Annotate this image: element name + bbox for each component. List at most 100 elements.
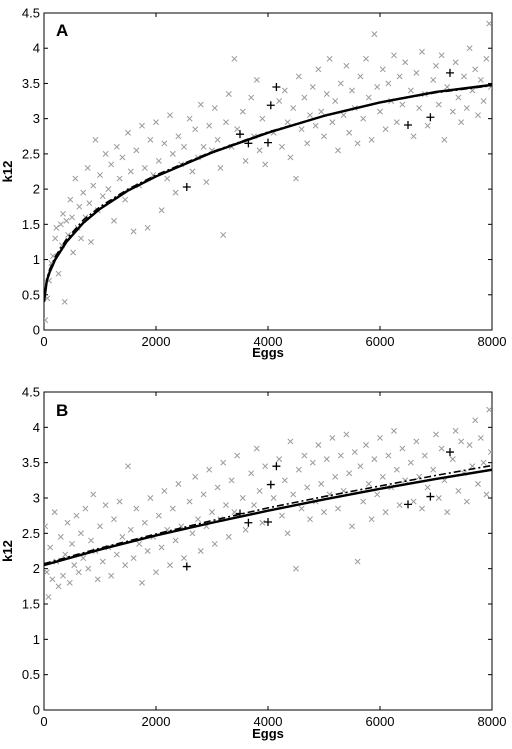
data-point-x (466, 442, 473, 448)
data-point-x (108, 161, 115, 168)
data-point-x (192, 126, 199, 133)
data-point-x (169, 505, 176, 512)
data-point-x (444, 509, 451, 516)
y-tick-label: 4 (33, 41, 40, 56)
data-point-x (382, 509, 389, 516)
data-point-x (72, 175, 79, 182)
data-point-x (449, 456, 456, 463)
data-point-plus (236, 130, 244, 139)
data-point-x (84, 165, 91, 171)
data-point-x (144, 548, 151, 554)
y-tick-label: 0.5 (22, 667, 40, 682)
data-point-x (410, 498, 417, 505)
data-point-x (78, 235, 84, 242)
data-point-x (67, 196, 74, 203)
data-point-x (452, 59, 459, 66)
data-point-x (127, 168, 134, 175)
x-tick-label: 4000 (254, 714, 283, 729)
data-point-x (419, 505, 425, 512)
data-point-x (239, 495, 246, 501)
data-point-x (55, 583, 62, 590)
data-point-x (363, 55, 369, 62)
y-tick-label: 1.5 (22, 217, 40, 232)
data-point-x (487, 449, 492, 456)
data-point-x (45, 593, 52, 600)
data-point-x (242, 157, 249, 164)
data-point-x (158, 207, 165, 214)
data-point-x (309, 459, 316, 466)
data-point-x (164, 175, 171, 182)
data-point-x (253, 76, 260, 83)
data-point-x (458, 438, 465, 445)
data-point-x (486, 406, 492, 413)
data-point-x (195, 516, 201, 523)
x-tick-label: 0 (40, 714, 47, 729)
data-point-x (197, 101, 204, 108)
data-point-x (421, 452, 428, 459)
data-point-x (133, 505, 140, 512)
plot-area (44, 20, 492, 324)
data-point-x (253, 445, 260, 452)
x-tick-label: 2000 (142, 714, 171, 729)
data-point-x (346, 129, 353, 136)
data-point-x (192, 473, 199, 480)
data-point-x (374, 84, 381, 90)
y-tick-label: 4.5 (22, 385, 40, 400)
data-point-x (343, 62, 350, 69)
data-point-x (211, 540, 218, 547)
data-point-x (399, 101, 406, 108)
y-tick-label: 3 (33, 111, 40, 126)
data-point-x (130, 228, 137, 235)
y-tick-label: 3.5 (22, 76, 40, 91)
data-point-x (122, 196, 129, 203)
data-point-x (438, 52, 445, 59)
data-point-x (119, 154, 126, 161)
data-point-x (368, 136, 375, 143)
data-point-x (407, 459, 414, 466)
data-point-x (70, 249, 77, 256)
data-point-x (167, 112, 173, 119)
data-point-x (186, 498, 193, 505)
data-point-x (270, 495, 277, 501)
data-point-x (276, 456, 283, 463)
y-tick-label: 1.5 (22, 597, 40, 612)
x-tick-label: 2000 (142, 334, 171, 349)
data-point-x (47, 544, 54, 551)
x-tick-label: 4000 (254, 334, 283, 349)
data-point-x (155, 512, 162, 519)
x-tick-label: 8000 (478, 334, 507, 349)
data-point-x (402, 477, 409, 484)
panel-letter: A (56, 21, 68, 40)
data-point-x (217, 165, 224, 171)
data-point-x (223, 119, 229, 126)
y-tick-label: 2 (33, 561, 40, 576)
data-point-x (251, 502, 257, 509)
data-point-x (466, 45, 473, 52)
fit-line-dashdot (44, 464, 492, 565)
data-point-x (94, 576, 101, 583)
data-point-plus (446, 448, 454, 457)
data-point-x (391, 52, 397, 59)
data-point-x (430, 76, 437, 83)
data-point-x (393, 119, 400, 126)
data-point-x (475, 112, 481, 119)
data-point-x (141, 165, 148, 171)
data-point-x (92, 136, 99, 143)
data-point-x (276, 98, 283, 105)
data-point-x (326, 55, 333, 62)
data-point-x (357, 463, 364, 470)
data-point-x (116, 498, 123, 505)
data-point-x (329, 119, 336, 126)
data-point-x (315, 442, 322, 448)
data-point-x (214, 484, 221, 491)
data-point-plus (264, 138, 272, 147)
data-point-x (391, 427, 397, 434)
data-point-x (379, 66, 386, 73)
data-point-x (158, 544, 165, 551)
data-point-x (357, 73, 364, 80)
data-point-x (167, 562, 173, 569)
data-point-x (307, 516, 313, 523)
data-point-x (337, 80, 344, 87)
data-point-x (298, 126, 305, 133)
data-point-x (435, 495, 442, 501)
